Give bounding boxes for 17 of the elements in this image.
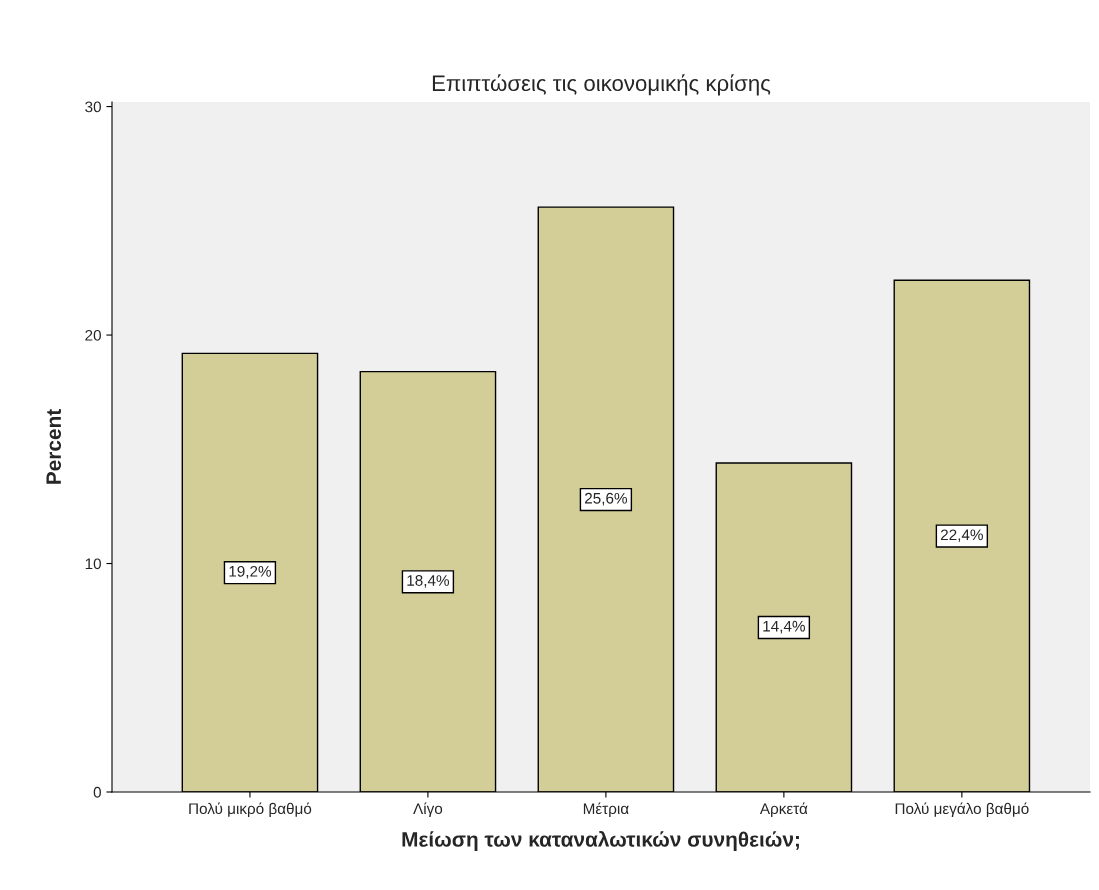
x-axis-title: Μείωση των καταναλωτικών συνηθειών; [402, 830, 799, 851]
y-tick-label: 10 [85, 558, 101, 570]
data-label: 18,4% [407, 575, 450, 588]
x-tick-label: Πολύ μικρό βαθμό [189, 802, 312, 818]
x-tick-label: Αρκετά [759, 802, 808, 818]
data-label: 22,4% [940, 529, 983, 543]
y-tick-label: 0 [93, 786, 101, 798]
x-tick-label: Μέτρια [583, 802, 629, 818]
data-label: 14,4% [763, 620, 805, 634]
y-tick-label: 20 [85, 329, 101, 341]
chart-title: Επιπτώσεις τις οικονομικής κρίσης [432, 74, 771, 96]
data-label: 25,6% [585, 492, 628, 506]
y-tick-label: 30 [85, 101, 101, 113]
y-axis-title: Percent [46, 409, 62, 484]
x-tick-label: Πολύ μεγάλο βαθμό [895, 802, 1029, 818]
data-label: 19,2% [229, 565, 272, 579]
x-tick-label: Λίγο [413, 802, 443, 818]
